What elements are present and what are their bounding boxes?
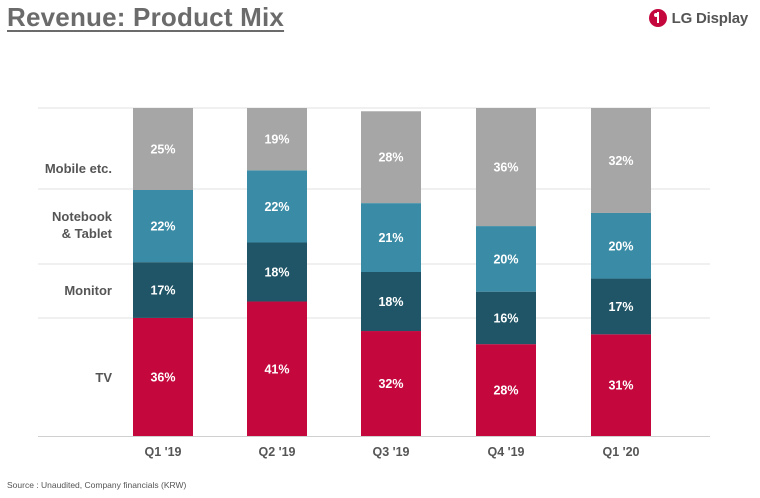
bar-segment-notebook-tablet-2 bbox=[361, 203, 421, 272]
data-label: 28% bbox=[378, 151, 403, 165]
data-label: 17% bbox=[150, 284, 175, 298]
data-label: 16% bbox=[493, 311, 518, 325]
data-label: 25% bbox=[150, 143, 175, 157]
bar-segment-mobile-etc--0 bbox=[133, 108, 193, 190]
data-label: 17% bbox=[608, 300, 633, 314]
data-label: 36% bbox=[150, 370, 175, 384]
brand: LG Display bbox=[648, 9, 749, 27]
data-label: 31% bbox=[608, 379, 633, 393]
data-label: 41% bbox=[264, 362, 289, 376]
x-tick-label: Q1 '20 bbox=[602, 445, 639, 459]
data-label: 22% bbox=[264, 200, 289, 214]
data-label: 28% bbox=[493, 384, 518, 398]
page-title: Revenue: Product Mix bbox=[7, 2, 285, 32]
legend-label: Mobile etc. bbox=[45, 161, 112, 176]
legend-label: TV bbox=[95, 370, 112, 385]
bar-segment-tv-2 bbox=[361, 331, 421, 436]
bar-segment-notebook-tablet-0 bbox=[133, 190, 193, 263]
bar-segment-mobile-etc--4 bbox=[591, 108, 651, 213]
data-label: 32% bbox=[608, 154, 633, 168]
x-tick-label: Q2 '19 bbox=[258, 445, 295, 459]
bar-segment-notebook-tablet-3 bbox=[476, 226, 536, 292]
bar-segment-tv-3 bbox=[476, 344, 536, 436]
bar-segment-monitor-2 bbox=[361, 272, 421, 332]
legend-label: & Tablet bbox=[62, 226, 113, 241]
data-label: 21% bbox=[378, 231, 403, 245]
data-label: 18% bbox=[264, 266, 289, 280]
bar-segment-mobile-etc--2 bbox=[361, 111, 421, 204]
bar-segment-notebook-tablet-1 bbox=[247, 170, 307, 243]
bar-segment-notebook-tablet-4 bbox=[591, 212, 651, 279]
bar-segment-mobile-etc--1 bbox=[247, 108, 307, 171]
source-note: Source : Unaudited, Company financials (… bbox=[7, 480, 187, 490]
brand-name: LG Display bbox=[671, 9, 749, 27]
data-label: 20% bbox=[608, 239, 633, 253]
bar-segment-tv-1 bbox=[247, 301, 307, 436]
legend-label: Notebook bbox=[52, 209, 113, 224]
data-label: 19% bbox=[264, 133, 289, 147]
legend-label: Monitor bbox=[64, 283, 112, 298]
bar-segment-tv-0 bbox=[133, 317, 193, 436]
data-label: 32% bbox=[378, 377, 403, 391]
data-label: 36% bbox=[493, 161, 518, 175]
bar-segment-monitor-4 bbox=[591, 278, 651, 335]
bar-segment-tv-4 bbox=[591, 334, 651, 436]
bar-segment-monitor-0 bbox=[133, 262, 193, 318]
bar-segment-monitor-3 bbox=[476, 291, 536, 345]
data-label: 22% bbox=[150, 220, 175, 234]
x-tick-label: Q3 '19 bbox=[372, 445, 409, 459]
data-label: 20% bbox=[493, 252, 518, 266]
x-tick-label: Q1 '19 bbox=[144, 445, 181, 459]
data-label: 18% bbox=[378, 295, 403, 309]
bar-segment-mobile-etc--3 bbox=[476, 108, 536, 227]
bar-segment-monitor-1 bbox=[247, 242, 307, 302]
x-tick-label: Q4 '19 bbox=[487, 445, 524, 459]
lg-logo-icon bbox=[648, 9, 667, 27]
